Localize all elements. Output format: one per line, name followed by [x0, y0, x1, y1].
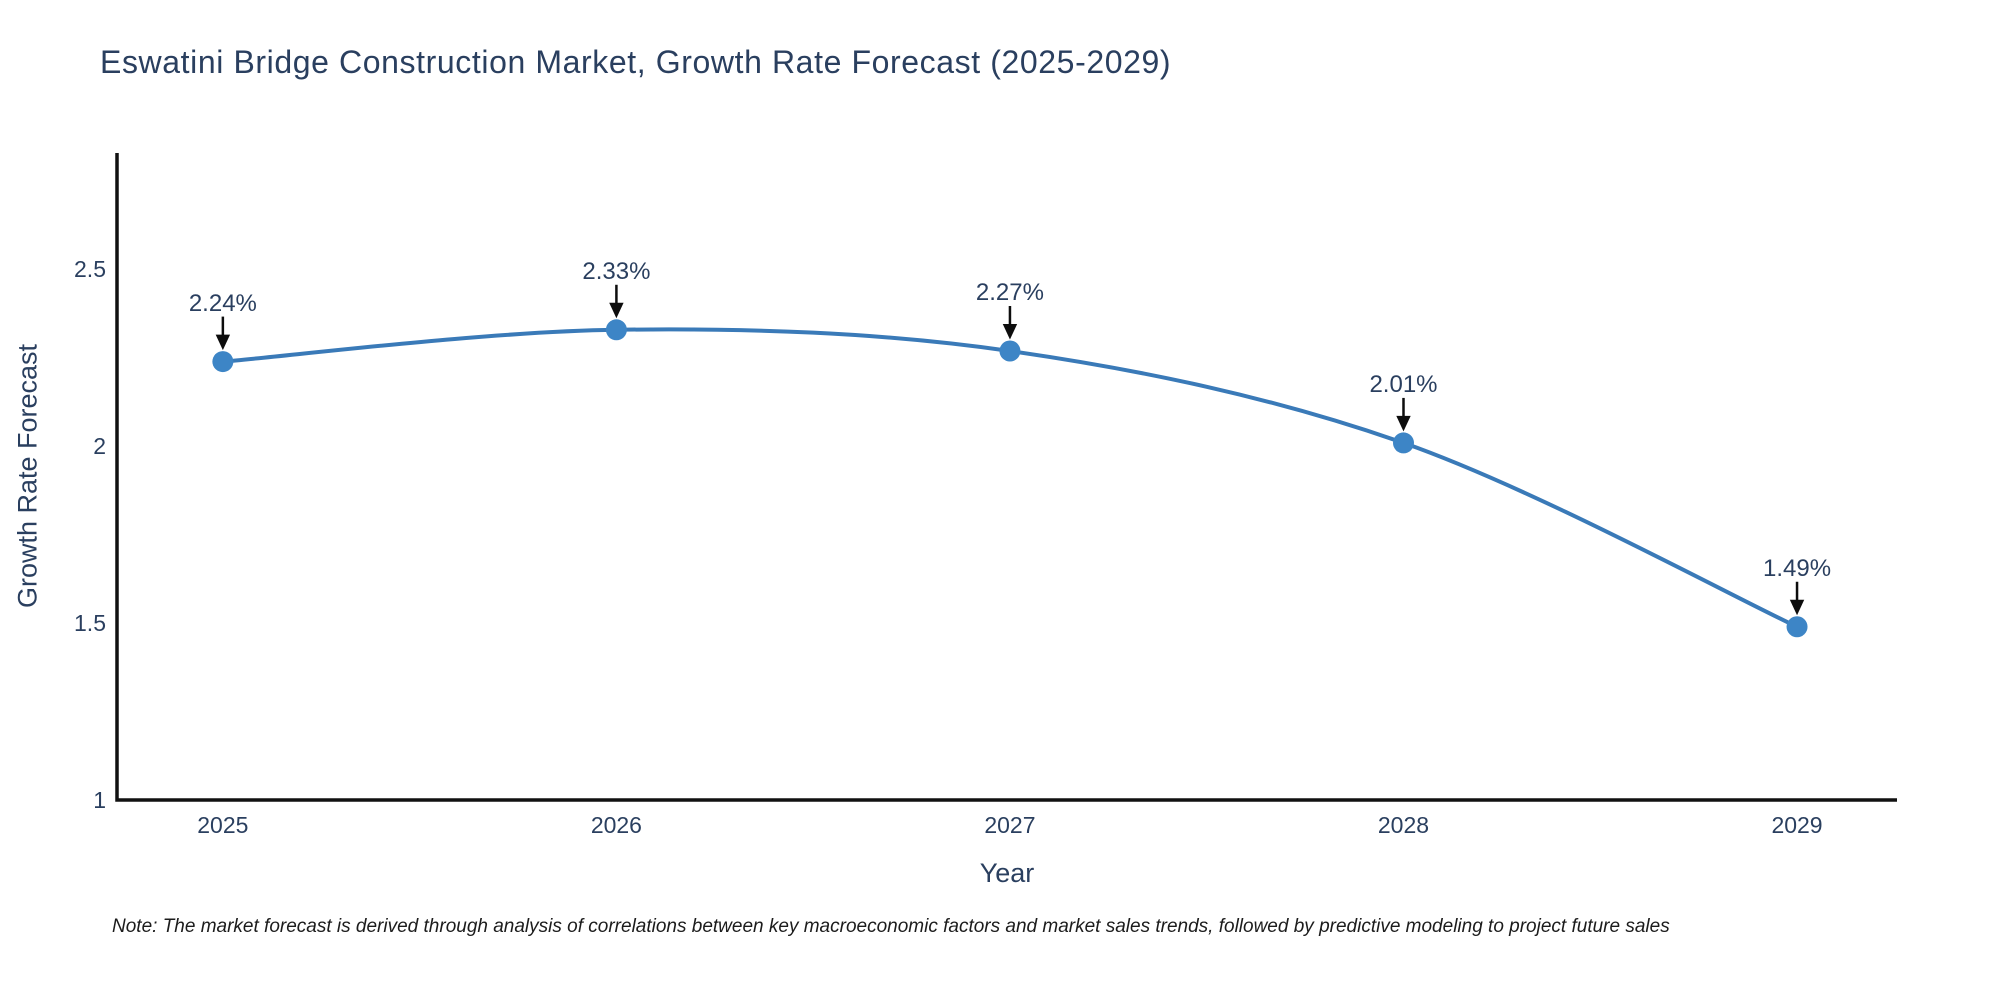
- y-tick-label: 1.5: [74, 609, 106, 636]
- axis-spines: [115, 153, 1897, 802]
- point-value-label: 2.01%: [1369, 370, 1438, 398]
- annotation-arrow-head: [1396, 415, 1411, 432]
- y-tick-label: 2.5: [74, 256, 106, 283]
- point-value-label: 1.49%: [1763, 554, 1832, 582]
- point-value-label: 2.24%: [188, 289, 257, 317]
- annotation-arrow-head: [1789, 599, 1805, 616]
- annotation-arrow-head: [609, 302, 624, 319]
- y-tick-label: 2: [93, 432, 106, 459]
- annotation-arrow-head: [1002, 323, 1018, 340]
- footnote: Note: The market forecast is derived thr…: [112, 916, 1670, 937]
- chart-title: Eswatini Bridge Construction Market, Gro…: [100, 44, 1172, 80]
- y-axis-title: Growth Rate Forecast: [12, 343, 43, 609]
- x-tick-label: 2029: [1771, 812, 1823, 838]
- x-tick-label: 2027: [984, 812, 1036, 838]
- y-tick-label: 1: [93, 786, 106, 813]
- x-tick-label: 2026: [590, 812, 642, 838]
- point-value-label: 2.27%: [975, 278, 1044, 306]
- x-tick-label: 2028: [1377, 812, 1430, 838]
- x-tick-label: 2025: [197, 812, 249, 838]
- annotation-arrow-head: [215, 334, 231, 351]
- point-value-label: 2.33%: [582, 257, 651, 285]
- data-point[interactable]: [605, 319, 627, 341]
- data-point[interactable]: [1786, 616, 1808, 638]
- data-point[interactable]: [212, 351, 234, 373]
- x-axis-title: Year: [979, 858, 1035, 888]
- data-point[interactable]: [1392, 432, 1414, 454]
- data-point[interactable]: [999, 340, 1021, 362]
- forecast-line[interactable]: [222, 327, 1798, 629]
